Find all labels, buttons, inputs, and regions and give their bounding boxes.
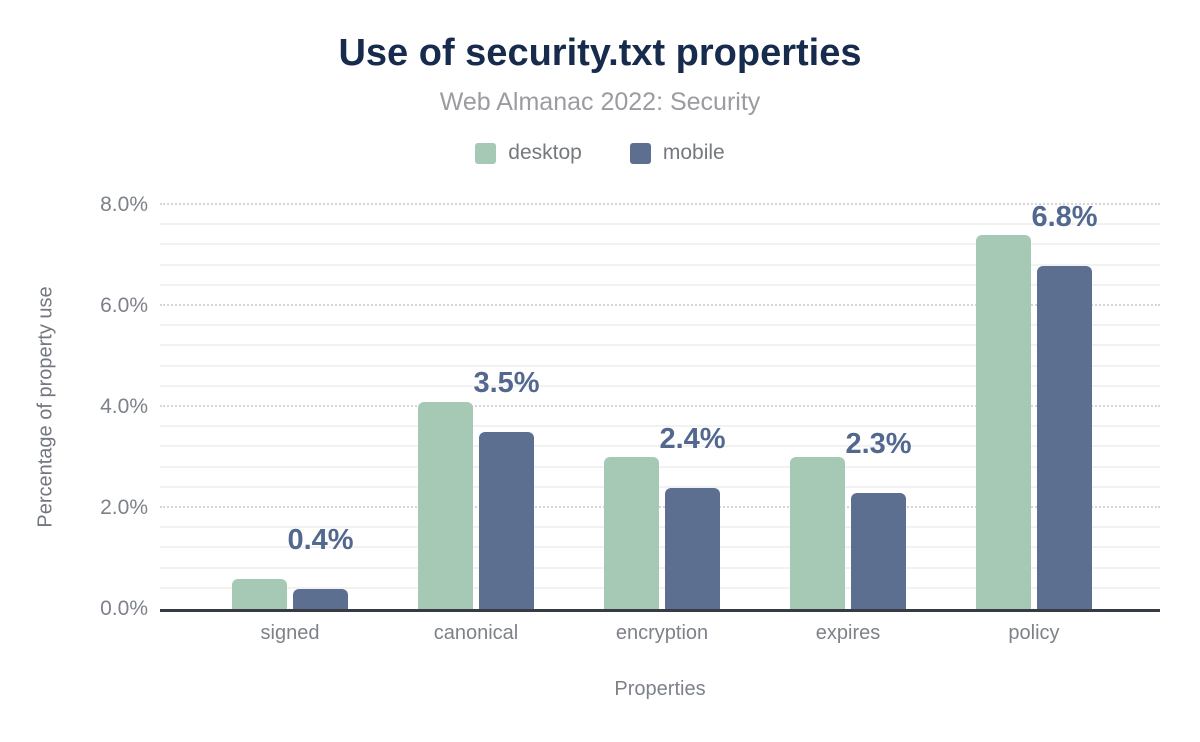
minor-gridline-4.8 [160, 364, 1160, 367]
minor-gridline-6.8 [160, 263, 1160, 266]
minor-gridline-7.6 [160, 223, 1160, 226]
bar-mobile-canonical [479, 432, 534, 609]
legend-item-desktop: desktop [475, 141, 582, 165]
bar-mobile-policy [1037, 266, 1092, 609]
legend-label-mobile: mobile [662, 141, 725, 164]
legend-swatch-mobile [629, 142, 651, 164]
bar-mobile-signed [293, 589, 348, 609]
minor-gridline-0.8 [160, 566, 1160, 569]
x-tick-label-policy: policy [1008, 622, 1060, 644]
bar-mobile-encryption [665, 488, 720, 609]
minor-gridline-5.2 [160, 344, 1160, 347]
minor-gridline-0.4 [160, 586, 1160, 589]
chart-title: Use of security.txt properties [338, 32, 862, 74]
minor-gridline-3.6 [160, 425, 1160, 428]
minor-gridline-6.4 [160, 283, 1160, 286]
bar-value-label-policy: 6.8% [1031, 200, 1098, 233]
bar-value-label-canonical: 3.5% [473, 367, 540, 400]
minor-gridline-5.6 [160, 324, 1160, 327]
y-tick-label-4.0%: 4.0% [100, 395, 148, 418]
legend-label-desktop: desktop [508, 141, 582, 164]
y-tick-label-0.0%: 0.0% [100, 597, 148, 620]
plot-area: 0.4% 3.5% 2.4% 2.3% 6.8% [160, 200, 1160, 612]
x-tick-label-expires: expires [815, 622, 881, 644]
bar-value-label-encryption: 2.4% [659, 422, 726, 455]
major-gridline-6.0 [160, 304, 1160, 306]
legend: desktop mobile [0, 141, 1200, 165]
minor-gridline-2.8 [160, 465, 1160, 468]
minor-gridline-1.2 [160, 546, 1160, 549]
bar-desktop-policy [976, 235, 1031, 609]
bar-desktop-expires [790, 457, 845, 609]
y-tick-label-2.0%: 2.0% [100, 496, 148, 519]
y-tick-label-8.0%: 8.0% [100, 193, 148, 216]
minor-gridline-4.4 [160, 384, 1160, 387]
minor-gridline-3.2 [160, 445, 1160, 448]
x-tick-label-signed: signed [260, 622, 320, 644]
bar-desktop-signed [232, 579, 287, 609]
bar-desktop-encryption [604, 457, 659, 609]
x-tick-label-canonical: canonical [433, 622, 519, 644]
bar-mobile-expires [851, 493, 906, 609]
legend-item-mobile: mobile [629, 141, 725, 165]
x-tick-label-encryption: encryption [615, 622, 709, 644]
major-gridline-4.0 [160, 405, 1160, 407]
x-axis-title: Properties [614, 678, 706, 700]
y-tick-label-6.0%: 6.0% [100, 294, 148, 317]
legend-swatch-desktop [475, 142, 497, 164]
minor-gridline-2.4 [160, 485, 1160, 488]
minor-gridline-7.2 [160, 243, 1160, 246]
bar-value-label-expires: 2.3% [845, 427, 912, 460]
bar-value-label-signed: 0.4% [287, 523, 354, 556]
bar-desktop-canonical [418, 402, 473, 609]
major-gridline-2.0 [160, 506, 1160, 508]
minor-gridline-1.6 [160, 526, 1160, 529]
major-gridline-8.0 [160, 203, 1160, 205]
chart-subtitle: Web Almanac 2022: Security [439, 88, 761, 116]
